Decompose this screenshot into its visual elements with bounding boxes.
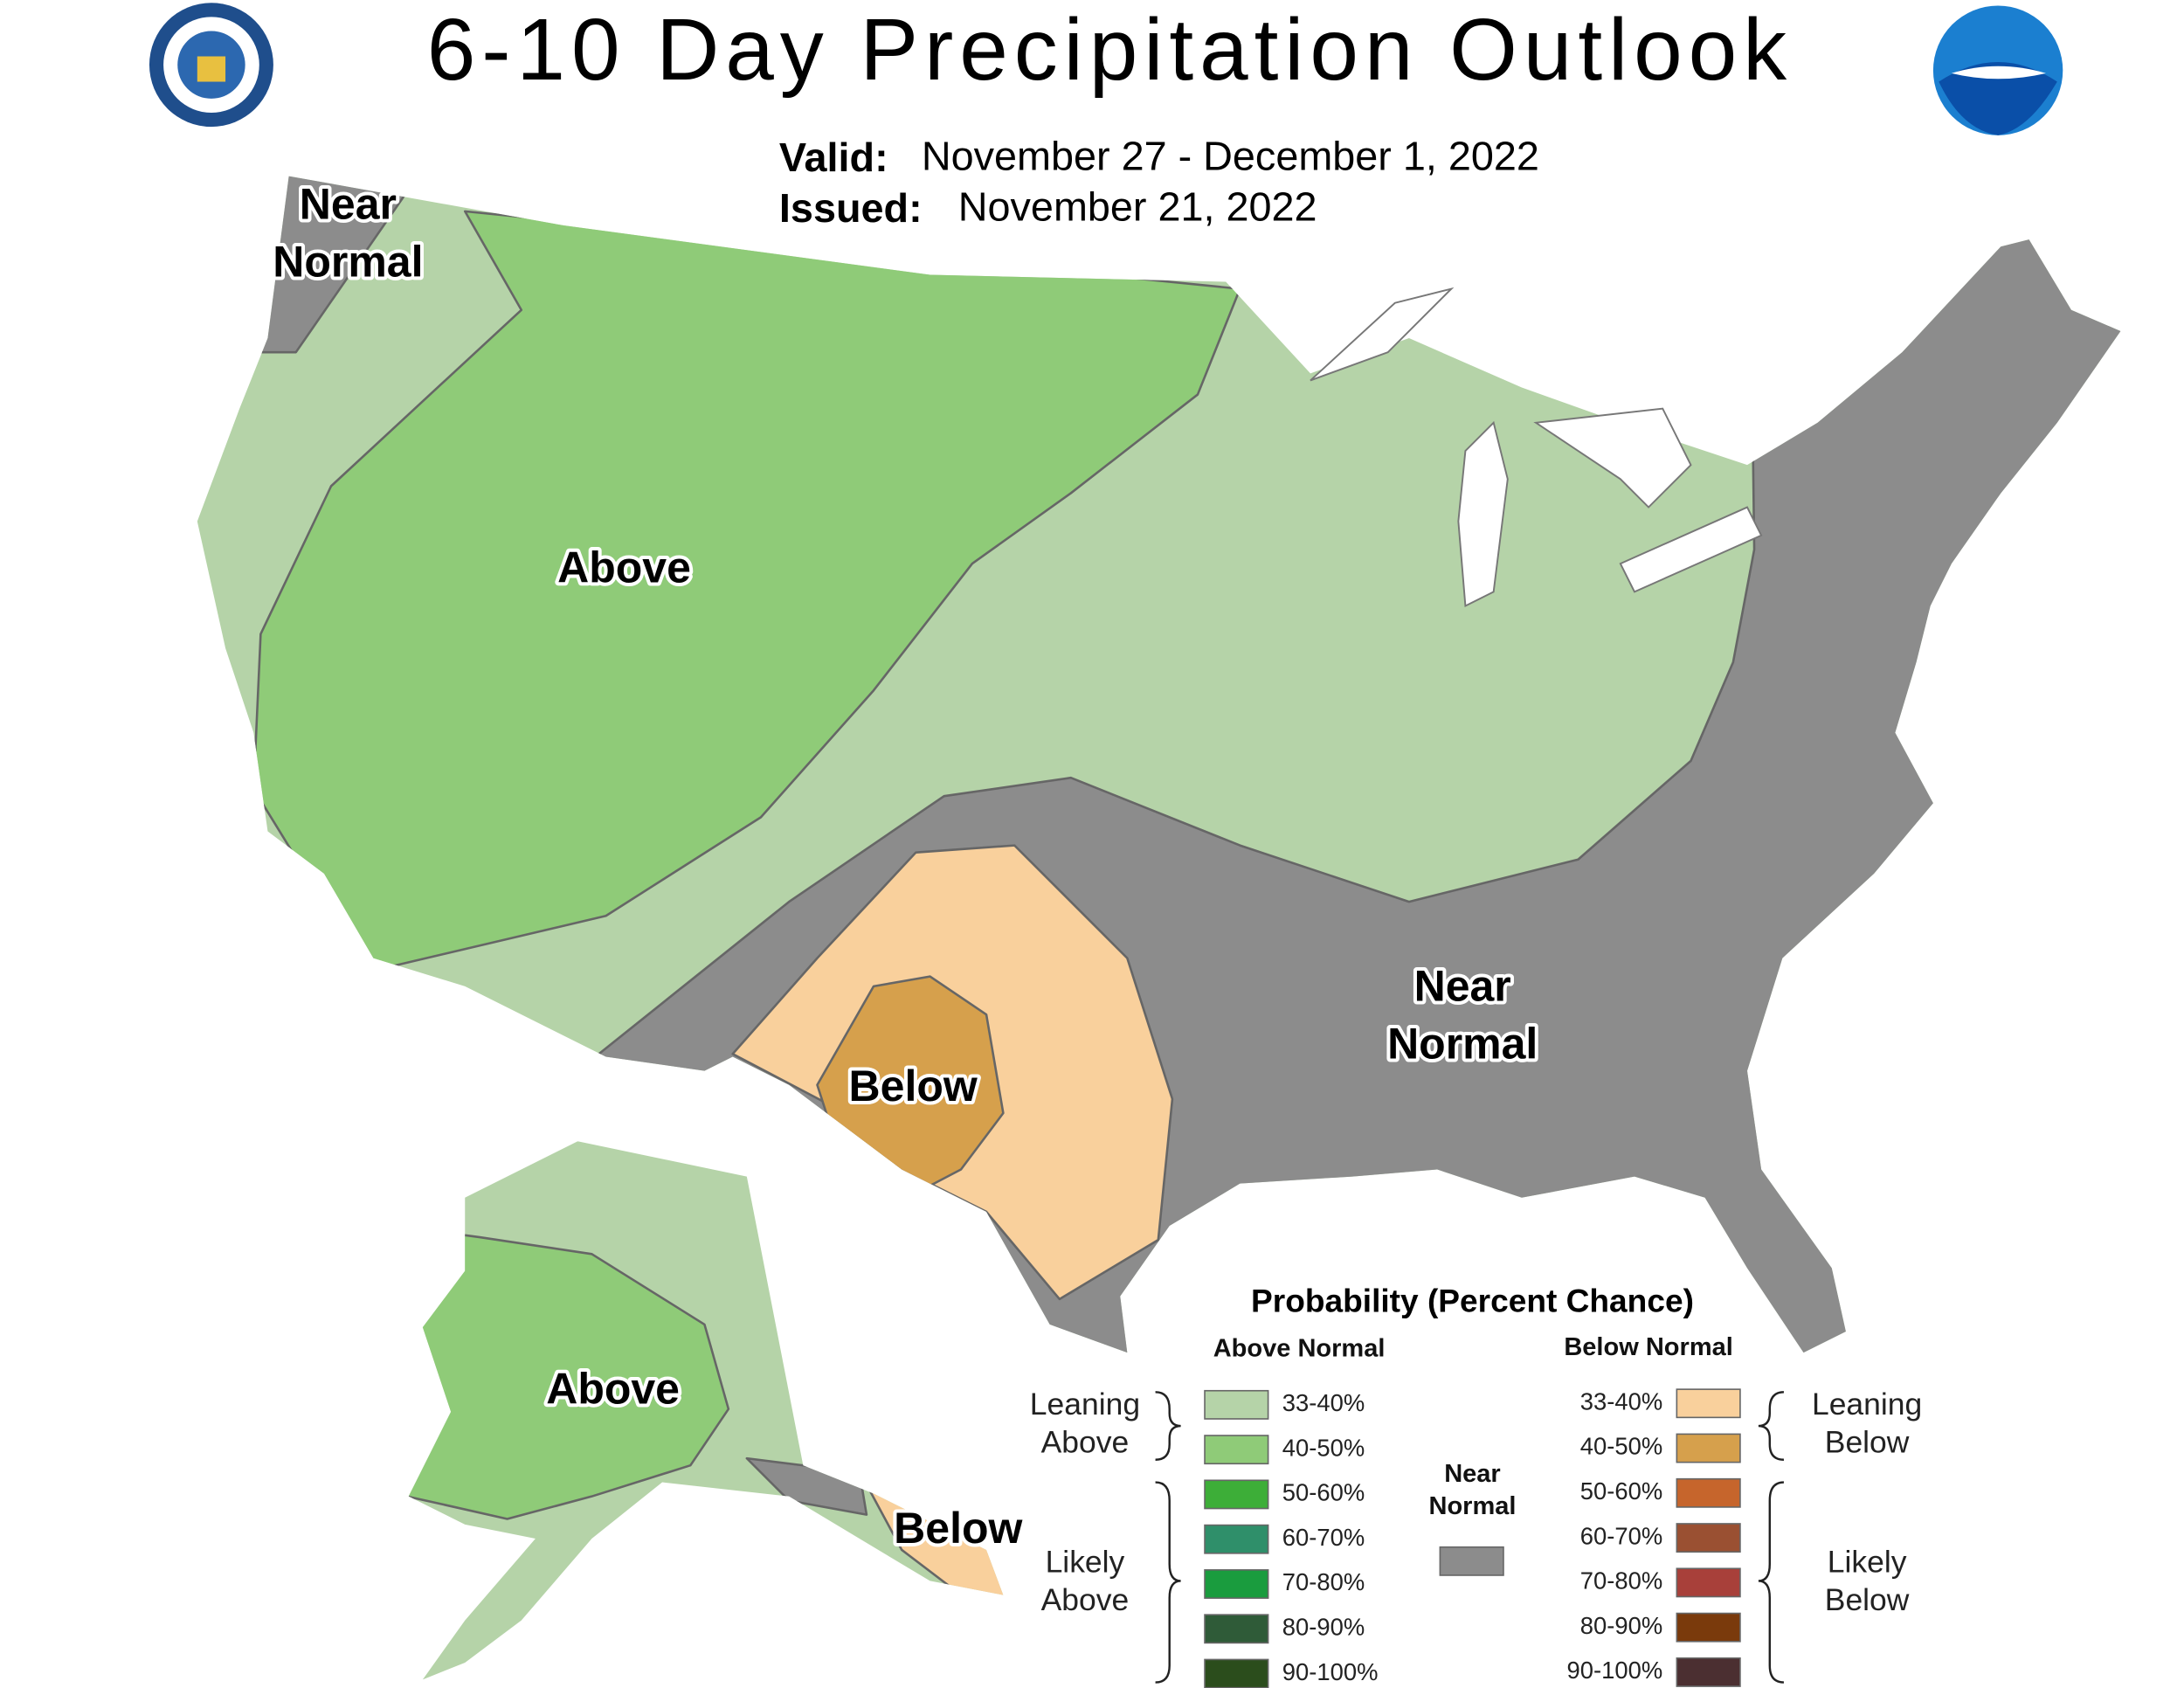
legend-label: 80-90% bbox=[1580, 1612, 1662, 1639]
below-header: Below Normal bbox=[1564, 1333, 1732, 1361]
region-label: Normal bbox=[1387, 1019, 1538, 1068]
region-label: Below bbox=[894, 1504, 1022, 1553]
legend-swatch bbox=[1204, 1658, 1269, 1688]
valid-dates: November 27 - December 1, 2022 bbox=[922, 134, 1539, 179]
legend-swatch bbox=[1676, 1523, 1741, 1553]
alaska bbox=[408, 1141, 1004, 1680]
legend-swatch bbox=[1204, 1389, 1269, 1420]
legend-swatch bbox=[1676, 1612, 1741, 1643]
region-label: Near bbox=[300, 179, 397, 228]
legend-label: 90-100% bbox=[1282, 1658, 1379, 1685]
legend-group-label: Above bbox=[1041, 1582, 1130, 1617]
noaa-logo bbox=[1932, 5, 2063, 135]
legend-group-label: Likely bbox=[1046, 1544, 1125, 1579]
legend-swatch bbox=[1204, 1569, 1269, 1599]
region-label: Above bbox=[546, 1365, 680, 1414]
issued-date: November 21, 2022 bbox=[958, 184, 1317, 230]
legend-group-label: Leaning bbox=[1030, 1387, 1140, 1422]
legend-label: 80-90% bbox=[1282, 1614, 1365, 1641]
above-header: Above Normal bbox=[1213, 1335, 1386, 1363]
legend-swatch bbox=[1204, 1524, 1269, 1554]
legend-label: 60-70% bbox=[1282, 1524, 1365, 1551]
great-lakes bbox=[1310, 287, 1763, 607]
commerce-seal bbox=[149, 3, 273, 128]
legend-label: 50-60% bbox=[1282, 1479, 1365, 1506]
legend-label: 90-100% bbox=[1566, 1657, 1662, 1684]
legend-swatch bbox=[1204, 1435, 1269, 1465]
near-normal-label: Near bbox=[1444, 1460, 1501, 1488]
legend-label: 70-80% bbox=[1580, 1567, 1662, 1595]
region-label: Near bbox=[1414, 961, 1511, 1010]
legend-swatch bbox=[1676, 1433, 1741, 1463]
legend-label: 70-80% bbox=[1282, 1568, 1365, 1595]
title: 6-10 Day Precipitation Outlook bbox=[427, 1, 1787, 99]
legend-swatch bbox=[1204, 1614, 1269, 1644]
legend-title: Probability (Percent Chance) bbox=[1251, 1283, 1694, 1319]
near-normal-label: Normal bbox=[1428, 1492, 1516, 1520]
legend-label: 33-40% bbox=[1282, 1389, 1365, 1416]
legend-group-label: Likely bbox=[1828, 1544, 1907, 1579]
legend-swatch bbox=[1676, 1477, 1741, 1508]
legend-label: 60-70% bbox=[1580, 1522, 1662, 1549]
legend-group-label: Below bbox=[1825, 1424, 1910, 1459]
legend-label: 40-50% bbox=[1282, 1434, 1365, 1461]
labels: Near Normal Above Near Normal Below Above Below bbox=[269, 176, 1541, 1556]
legend-swatch bbox=[1676, 1657, 1741, 1687]
legend-swatch bbox=[1439, 1546, 1504, 1576]
legend-group-label: Above bbox=[1041, 1424, 1130, 1459]
legend-swatch bbox=[1676, 1567, 1741, 1598]
legend-label: 50-60% bbox=[1580, 1477, 1662, 1505]
legend-group-label: Leaning bbox=[1812, 1387, 1922, 1422]
valid-label: Valid: bbox=[779, 135, 888, 180]
legend-swatch bbox=[1676, 1388, 1741, 1419]
legend-label: 40-50% bbox=[1580, 1433, 1662, 1460]
legend-swatch bbox=[1204, 1479, 1269, 1510]
legend-braces bbox=[1155, 1391, 1785, 1684]
region-label: Above bbox=[557, 543, 691, 591]
region-label: Below bbox=[849, 1062, 978, 1110]
issued-label: Issued: bbox=[779, 185, 923, 231]
region-label: Normal bbox=[273, 237, 423, 286]
legend-label: 33-40% bbox=[1580, 1387, 1662, 1415]
legend-group-label: Below bbox=[1825, 1582, 1910, 1617]
